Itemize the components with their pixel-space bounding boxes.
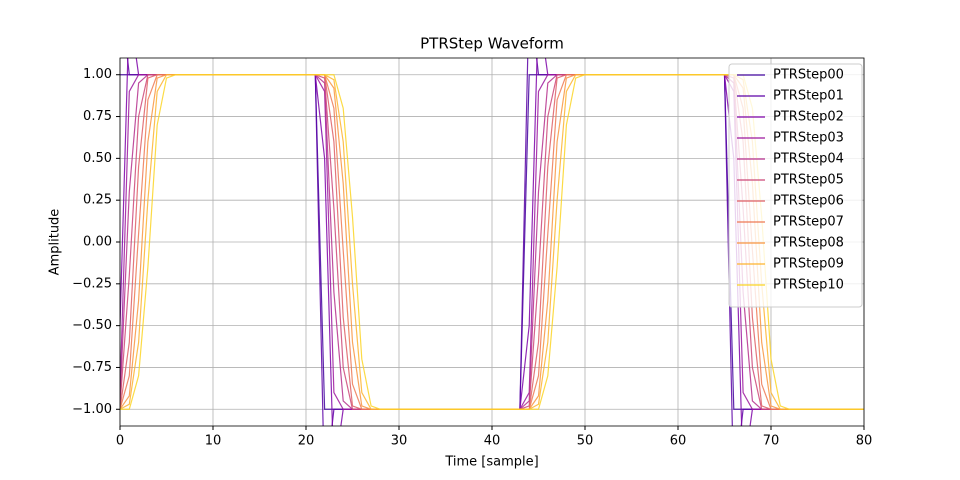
legend-label: PTRStep04	[773, 152, 844, 167]
legend-label: PTRStep09	[773, 257, 844, 272]
y-tick-label: 0.75	[83, 109, 112, 124]
y-tick-label: −0.25	[72, 276, 112, 291]
legend-label: PTRStep02	[773, 110, 844, 125]
y-tick-label: −0.75	[72, 360, 112, 375]
y-tick-label: −0.50	[72, 318, 112, 333]
y-tick-label: 0.50	[83, 151, 112, 166]
x-tick-label: 30	[391, 434, 408, 449]
legend-label: PTRStep08	[773, 236, 844, 251]
x-tick-label: 70	[763, 434, 780, 449]
legend-label: PTRStep00	[773, 68, 844, 83]
legend-label: PTRStep10	[773, 278, 844, 293]
y-tick-label: 0.00	[83, 235, 112, 250]
legend-box	[728, 63, 863, 308]
legend-label: PTRStep07	[773, 215, 844, 230]
legend: PTRStep00 PTRStep01 PTRStep02 PTRStep03 PTRS…	[728, 63, 863, 308]
legend-label: PTRStep05	[773, 173, 844, 188]
x-tick-label: 0	[116, 434, 124, 449]
y-tick-label: −1.00	[72, 402, 112, 417]
x-tick-label: 10	[205, 434, 222, 449]
x-tick-label: 20	[298, 434, 315, 449]
chart-title: PTRStep Waveform	[420, 35, 564, 53]
plot-frame	[119, 57, 865, 427]
y-tick-label: 0.25	[83, 193, 112, 208]
legend-label: PTRStep03	[773, 131, 844, 146]
x-tick-label: 50	[577, 434, 594, 449]
y-tick-label: 1.00	[83, 67, 112, 82]
x-axis-label: Time [sample]	[444, 455, 538, 470]
x-tick-label: 80	[856, 434, 873, 449]
x-tick-label: 40	[484, 434, 501, 449]
x-tick-label: 60	[670, 434, 687, 449]
legend-label: PTRStep06	[773, 194, 844, 209]
y-axis-label: Amplitude	[48, 209, 63, 276]
legend-label: PTRStep01	[773, 89, 844, 104]
